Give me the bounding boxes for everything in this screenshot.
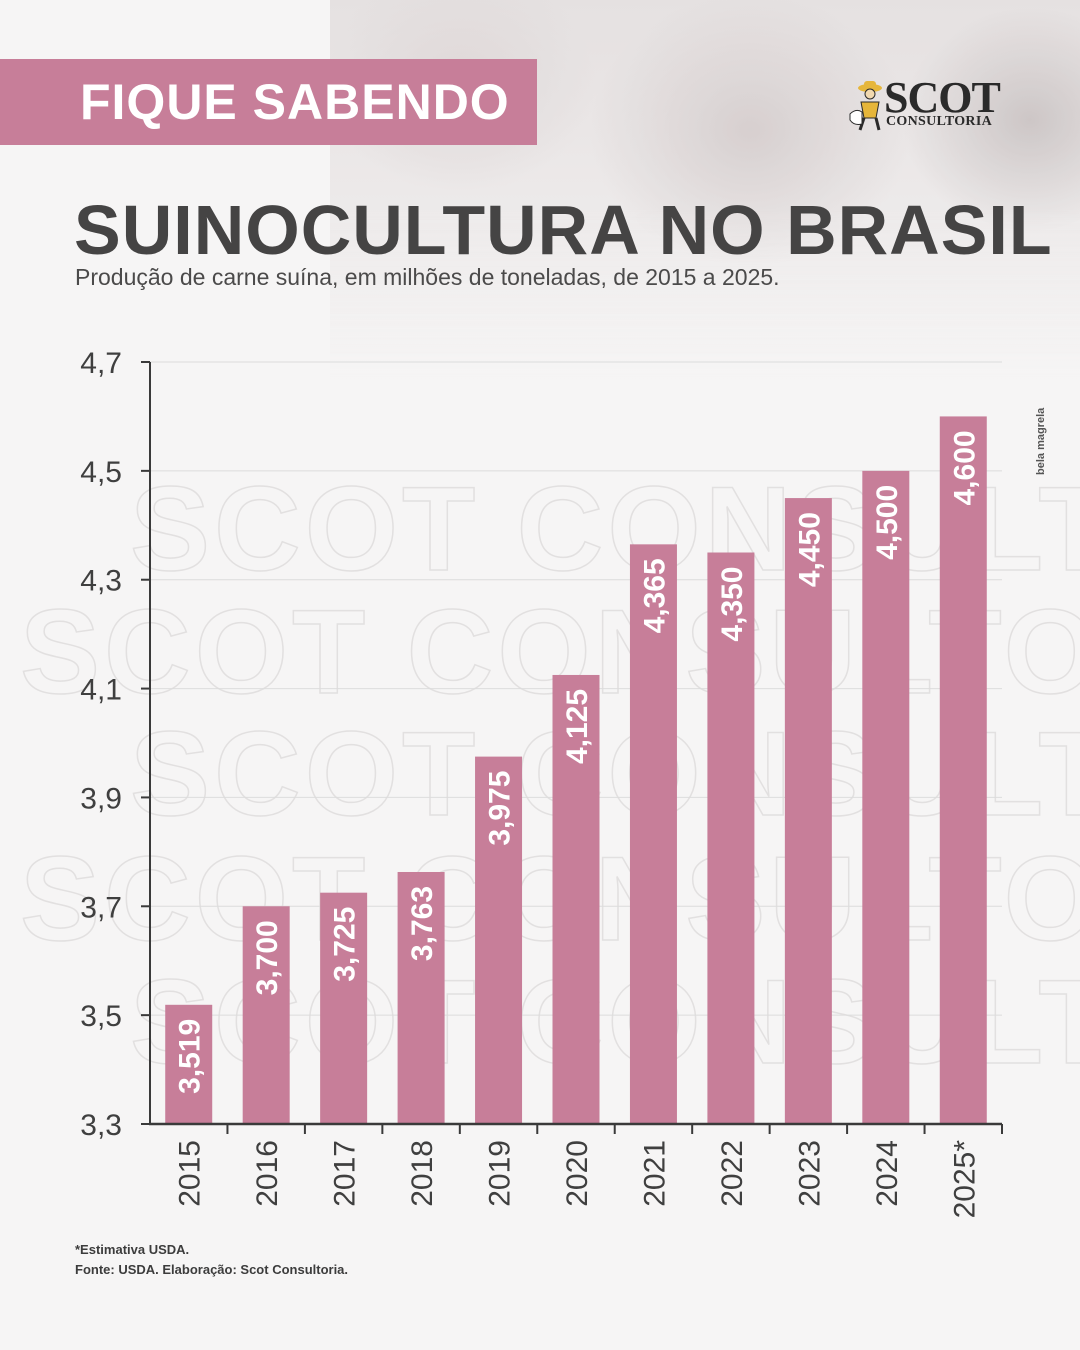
fique-sabendo-banner: FIQUE SABENDO [0,59,537,145]
x-tick-label: 2024 [871,1140,904,1207]
x-tick-label: 2021 [638,1140,671,1207]
bar-value-label: 4,500 [871,485,904,560]
bar [242,906,290,1124]
x-tick-label: 2016 [251,1140,284,1207]
x-tick-label: 2017 [329,1140,362,1207]
x-tick-label: 2015 [174,1140,207,1207]
bar-value-label: 3,725 [329,907,362,982]
bar-value-label: 4,350 [716,567,749,642]
bar [784,498,832,1125]
x-tick-label: 2018 [406,1140,439,1207]
bar-value-label: 3,519 [174,1019,207,1094]
y-tick-label: 3,5 [80,1000,122,1033]
x-tick-label: 2022 [716,1140,749,1207]
bar [939,416,987,1124]
y-tick-label: 3,7 [80,891,122,924]
x-tick-label: 2025* [948,1140,981,1219]
y-tick-label: 4,1 [80,674,122,707]
source-note: Fonte: USDA. Elaboração: Scot Consultori… [75,1262,349,1277]
bar-value-label: 4,600 [948,430,981,505]
estimate-note: *Estimativa USDA. [75,1242,190,1257]
y-tick-label: 4,5 [80,456,122,489]
watermark-text: SCOT CONSULTORIA SCOT CONSULTORIA [20,832,1080,966]
page-subtitle: Produção de carne suína, em milhões de t… [75,264,780,290]
bar [862,470,910,1124]
watermark-text: SCOT CONSULTORIA SCOT CONSULTORIA [20,585,1080,719]
banner-text: FIQUE SABENDO [80,74,510,130]
page-title: SUINOCULTURA NO BRASIL [74,191,1053,269]
x-tick-label: 2023 [793,1140,826,1207]
y-tick-label: 3,9 [80,782,122,815]
bar-value-label: 3,763 [406,886,439,961]
bar [165,1004,213,1124]
bar [475,756,523,1124]
y-tick-label: 4,3 [80,565,122,598]
bar-value-label: 4,125 [561,689,594,764]
bar-value-label: 4,450 [793,512,826,587]
bar-value-label: 4,365 [638,558,671,633]
y-tick-label: 4,7 [80,347,122,380]
watermark-text: SCOT CONSULTORIA SCOT CONSULTORIA [130,462,1080,596]
x-tick-label: 2020 [561,1140,594,1207]
cowboy-figure-icon [849,81,882,131]
scot-logo: SCOT CONSULTORIA [848,73,1001,132]
bar [397,871,445,1124]
y-tick-label: 3,3 [80,1109,122,1142]
logo-subtitle: CONSULTORIA [886,114,993,129]
logo-brand: SCOT [884,73,1001,122]
bar [707,552,755,1124]
bar-value-label: 3,975 [484,771,517,846]
bar [629,544,677,1124]
x-tick-label: 2019 [484,1140,517,1207]
artist-credit: bela magrela [1035,407,1047,475]
bar [552,674,600,1124]
bar [320,892,368,1124]
watermark-text: SCOT CONSULTORIA SCOT CONSULTORIA [130,707,1080,841]
bar-value-label: 3,700 [251,920,284,995]
